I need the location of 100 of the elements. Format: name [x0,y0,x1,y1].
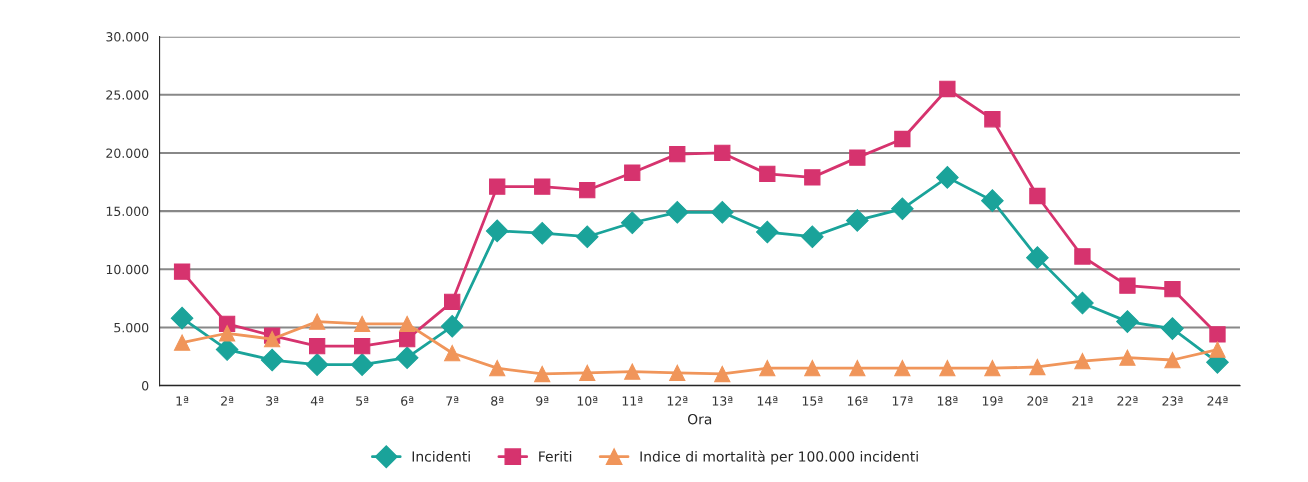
point [440,314,464,338]
point [801,225,824,249]
point [1161,317,1184,340]
point [849,149,866,166]
point [399,330,416,348]
point [444,293,461,311]
point [530,221,554,245]
point [1029,187,1046,205]
x-axis-title: Ora [687,413,712,425]
y-tick-label: 30.000 [106,32,149,42]
point [1116,310,1139,333]
point [444,344,461,362]
y-tick-label: 15.000 [106,206,149,217]
point [710,200,734,224]
x-tick-label: 24ª [1207,396,1228,406]
point [1026,246,1049,269]
point [173,334,191,351]
x-tick-label: 17ª [892,396,913,406]
point [1209,341,1226,358]
point [350,353,374,376]
point [804,359,821,377]
point [399,315,416,333]
point [804,169,821,186]
x-tick-label: 10ª [577,396,598,406]
point [260,348,284,372]
point [215,338,239,361]
point [1164,280,1181,298]
point [894,130,911,148]
point [534,178,551,195]
legend-label: Indice di mortalità per 100.000 incidenti [640,450,918,465]
point [534,365,551,383]
x-tick-label: 8ª [491,396,504,406]
point [624,363,641,380]
point [263,330,281,348]
point [489,359,506,377]
point [759,165,776,183]
x-tick-label: 5ª [356,396,369,406]
point [173,263,191,280]
point [1209,326,1226,343]
point [170,306,194,330]
x-tick-label: 20ª [1027,396,1048,406]
point [714,144,731,162]
point [984,359,1001,377]
x-tick-label: 12ª [667,396,688,406]
point [218,325,236,342]
point [353,337,371,355]
point [305,353,329,376]
point [1074,353,1091,370]
point [894,359,911,377]
point [579,182,596,199]
x-tick-label: 9ª [536,396,549,406]
point [353,315,371,333]
y-tick-label: 0 [142,381,149,391]
point [1029,358,1046,376]
point [984,111,1001,128]
point [981,189,1004,212]
x-tick-label: 22ª [1117,396,1138,406]
point [1071,291,1094,315]
point [579,364,596,381]
point [575,225,599,249]
x-tick-label: 4ª [310,396,324,406]
point [489,178,506,195]
point [308,337,326,355]
point [1074,248,1091,265]
point [849,359,866,377]
point [395,346,419,369]
x-tick-label: 2ª [221,396,234,406]
point [759,359,776,377]
x-tick-label: 19ª [982,396,1003,406]
x-tick-label: 14ª [757,396,778,406]
point [620,211,644,235]
y-tick-label: 5.000 [114,322,149,333]
legend-label: Feriti [539,451,572,462]
x-tick-label: 23ª [1162,396,1183,406]
point [939,359,956,377]
x-tick-label: 18ª [937,396,958,406]
y-tick-label: 10.000 [106,264,149,275]
x-tick-label: 13ª [712,396,733,406]
point [485,219,509,243]
x-tick-label: 21ª [1072,396,1093,406]
x-tick-label: 3ª [266,396,279,406]
point [669,145,686,163]
x-tick-label: 6ª [401,396,414,406]
legend-label: Incidenti [412,451,470,462]
point [714,365,731,383]
point [1119,277,1136,294]
point [755,220,779,244]
y-tick-label: 20.000 [106,148,149,158]
point [665,200,689,224]
point [939,80,956,98]
point [846,209,869,232]
x-tick-label: 15ª [802,396,823,406]
point [308,313,326,330]
x-tick-label: 11ª [622,396,643,406]
x-tick-label: 1ª [176,396,189,406]
x-tick-label: 16ª [847,396,868,406]
point [1164,351,1181,369]
y-tick-label: 25.000 [106,90,149,100]
point [936,166,959,189]
x-tick-label: 7ª [446,396,459,406]
